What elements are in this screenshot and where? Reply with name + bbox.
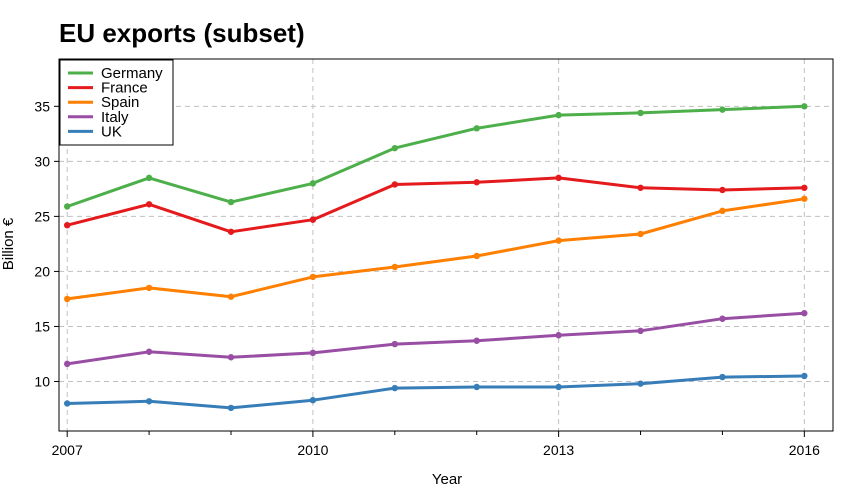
data-point (473, 383, 480, 391)
data-point (719, 207, 726, 215)
legend-label: UK (101, 123, 122, 140)
legend-item: Spain (68, 94, 139, 111)
data-point (555, 332, 562, 339)
y-tick-label: 15 (34, 318, 50, 334)
series-line (67, 197, 805, 301)
legend-label: Germany (101, 65, 163, 82)
data-point (309, 273, 317, 281)
data-point (719, 186, 726, 194)
legend-item: Germany (68, 65, 163, 82)
data-point (473, 337, 480, 344)
data-point (145, 348, 153, 355)
data-point (63, 203, 71, 210)
legend-label: Spain (101, 94, 139, 111)
data-point (63, 360, 71, 368)
plot-frame (58, 58, 834, 432)
data-point (555, 383, 562, 391)
data-point (145, 398, 153, 405)
data-point (227, 404, 235, 412)
data-point (227, 198, 235, 206)
data-point (719, 315, 726, 322)
series-layer (63, 103, 808, 412)
series-line (67, 374, 805, 410)
data-point (227, 228, 235, 235)
data-point (555, 237, 562, 244)
data-point (801, 372, 808, 380)
series-line (66, 104, 805, 208)
data-point (473, 125, 480, 132)
data-point (801, 184, 808, 191)
y-tick-label: 25 (34, 208, 50, 224)
data-point (637, 327, 644, 335)
legend-label: France (101, 80, 148, 97)
series-spain (63, 195, 808, 303)
legend-item: France (68, 80, 148, 97)
data-point (637, 230, 644, 238)
data-point (637, 109, 644, 117)
legend-item: UK (68, 123, 122, 140)
data-point (63, 400, 71, 407)
legend-label: Italy (101, 109, 129, 126)
series-line (66, 311, 805, 366)
data-point (555, 111, 562, 119)
series-italy (63, 310, 808, 368)
data-point (473, 252, 480, 260)
data-point (637, 380, 644, 387)
data-point (719, 106, 726, 113)
x-tick-label: 2010 (297, 442, 328, 458)
data-point (473, 179, 480, 186)
data-point (391, 384, 399, 392)
data-point (391, 181, 399, 188)
data-point (145, 174, 153, 182)
data-point (309, 180, 317, 187)
data-point (801, 103, 808, 110)
x-axis-label: Year (432, 471, 462, 488)
data-point (555, 174, 562, 182)
y-tick-label: 30 (34, 153, 50, 169)
series-france (63, 174, 808, 235)
data-point (801, 195, 808, 202)
data-point (63, 221, 71, 229)
y-axis-label: Billion € (0, 217, 17, 270)
data-point (145, 201, 153, 208)
data-point (719, 373, 726, 381)
data-point (309, 216, 317, 223)
data-point (637, 184, 644, 191)
y-tick-label: 35 (34, 98, 50, 114)
series-line (66, 176, 805, 234)
y-tick-label: 20 (34, 263, 50, 279)
chart-title: EU exports (subset) (59, 18, 305, 48)
y-tick-label: 10 (34, 373, 50, 389)
data-point (391, 340, 399, 348)
legend-item: Italy (68, 109, 129, 126)
x-tick-label: 2007 (52, 442, 83, 458)
series-germany (63, 103, 808, 210)
data-point (309, 396, 317, 404)
data-point (145, 284, 153, 292)
data-point (227, 293, 235, 300)
x-tick-label: 2013 (543, 442, 574, 458)
data-point (227, 354, 235, 361)
grid (59, 59, 833, 431)
data-point (63, 295, 71, 303)
data-point (391, 263, 399, 271)
data-point (801, 310, 808, 317)
data-point (309, 349, 317, 357)
series-uk (63, 372, 808, 412)
data-point (391, 144, 399, 152)
axis-ticks: 10 15 20 25 30 35 2007 2010 2013 2016 (34, 98, 820, 458)
x-tick-label: 2016 (789, 442, 820, 458)
